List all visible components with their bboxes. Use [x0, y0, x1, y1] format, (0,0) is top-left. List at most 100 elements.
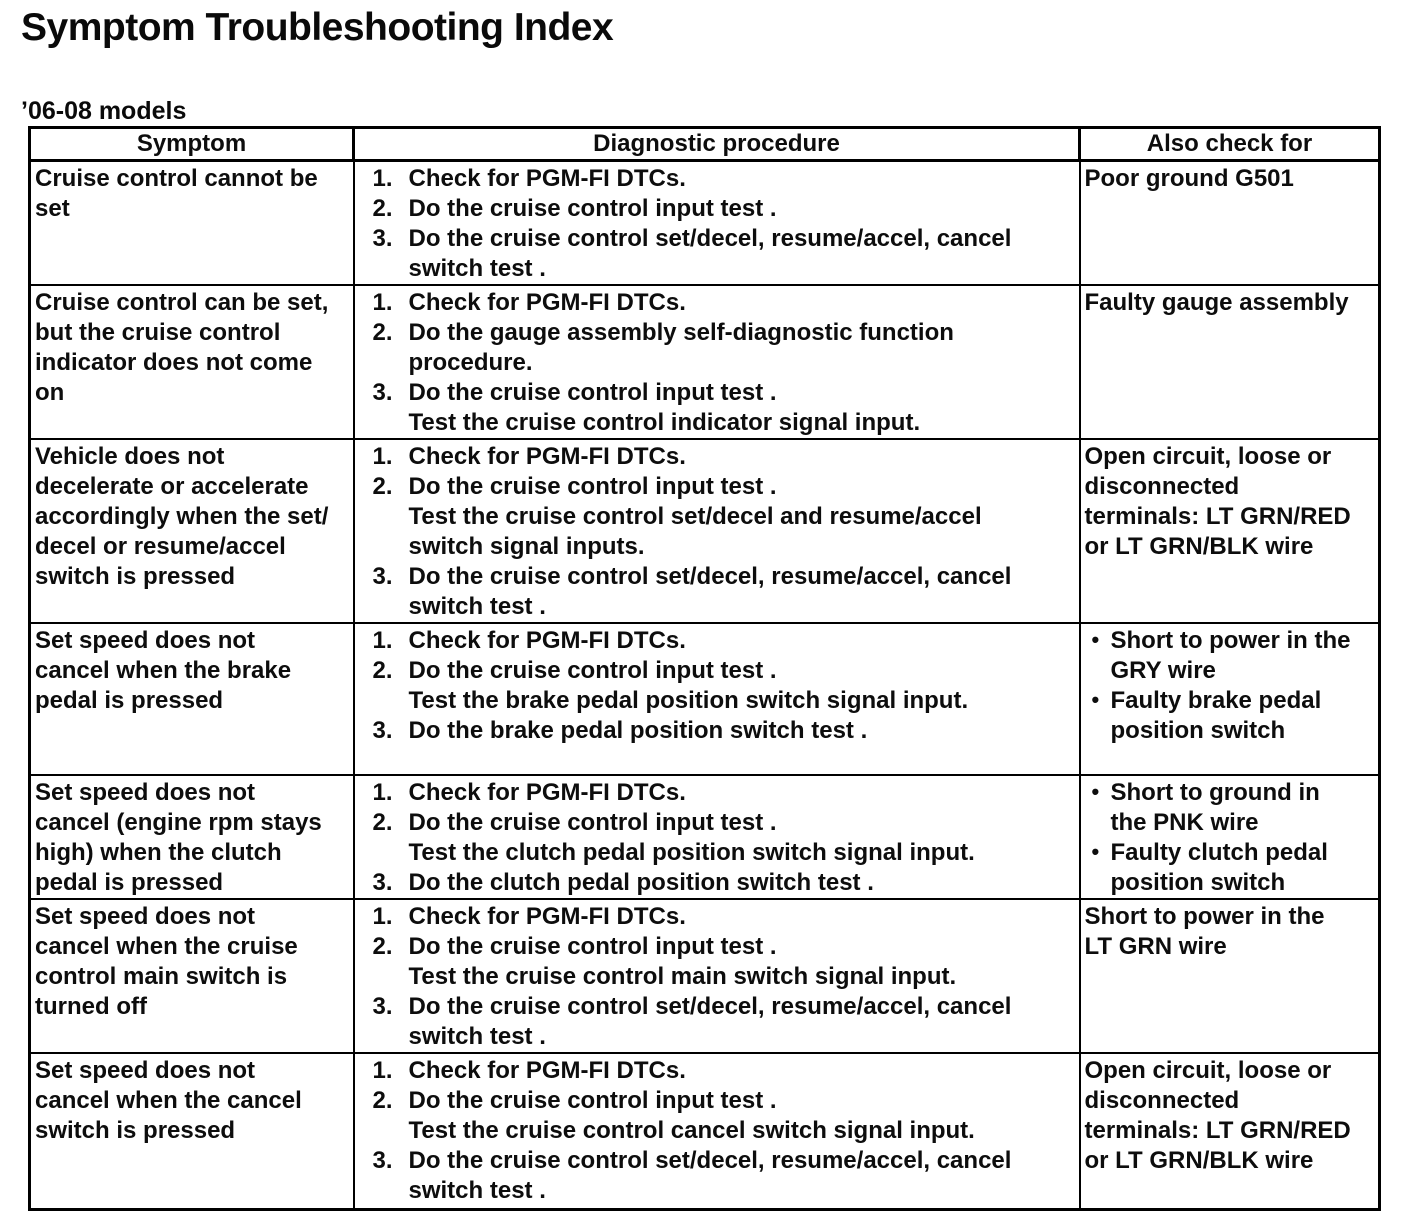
- procedure-step: 2. Do the cruise control input test . Tes…: [359, 1086, 1075, 1146]
- also-check-item: Open circuit, loose or disconnected term…: [1084, 1057, 1351, 1174]
- step-number: 3.: [372, 869, 393, 896]
- step-text: Do the cruise control input test . Test …: [408, 657, 969, 714]
- table-row: Set speed does not cancel when the brake…: [28, 622, 1381, 776]
- symptom-cell: Set speed does not cancel when the brake…: [28, 622, 355, 776]
- symptom-cell: Set speed does not cancel when the cance…: [28, 1052, 355, 1210]
- procedure-step: 3. Do the cruise control set/decel, resum…: [359, 1146, 1075, 1206]
- procedure-step: 2. Do the cruise control input test .: [359, 194, 1075, 224]
- also-check-cell: Short to ground in the PNK wire Faulty c…: [1078, 774, 1381, 900]
- also-check-cell: Poor ground G501: [1078, 159, 1381, 286]
- procedure-step: 3. Do the brake pedal position switch tes…: [359, 716, 1075, 746]
- procedure-step: 3. Do the cruise control set/decel, resum…: [359, 224, 1075, 284]
- symptom-text: Set speed does not cancel when the brake…: [35, 627, 292, 714]
- step-text: Check for PGM-FI DTCs.: [408, 165, 686, 192]
- step-text: Do the cruise control set/decel, resume/…: [408, 225, 1012, 282]
- procedure-step: 1. Check for PGM-FI DTCs.: [359, 778, 1075, 808]
- step-text: Do the cruise control input test . Test …: [408, 933, 957, 990]
- symptom-cell: Cruise control cannot be set: [28, 159, 355, 286]
- procedure-step: 1. Check for PGM-FI DTCs.: [359, 442, 1075, 472]
- step-text: Check for PGM-FI DTCs.: [408, 443, 686, 470]
- step-text: Do the cruise control set/decel, resume/…: [408, 1147, 1012, 1204]
- also-check-cell: Short to power in the LT GRN wire: [1078, 898, 1381, 1054]
- table-row: Vehicle does not decelerate or accelerat…: [28, 438, 1381, 624]
- step-number: 1.: [372, 1057, 393, 1084]
- also-check-item: Faulty gauge assembly: [1084, 289, 1349, 316]
- step-number: 1.: [372, 165, 393, 192]
- procedure-step: 1. Check for PGM-FI DTCs.: [359, 626, 1075, 656]
- step-text: Check for PGM-FI DTCs.: [408, 627, 686, 654]
- step-text: Do the cruise control input test . Test …: [408, 1087, 975, 1144]
- step-number: 2.: [372, 319, 393, 346]
- step-number: 3.: [372, 993, 393, 1020]
- step-number: 1.: [372, 903, 393, 930]
- step-number: 1.: [372, 779, 393, 806]
- also-check-cell: Open circuit, loose or disconnected term…: [1078, 1052, 1381, 1210]
- symptom-text: Set speed does not cancel (engine rpm st…: [35, 779, 322, 896]
- procedure-step: 2. Do the cruise control input test . Tes…: [359, 808, 1075, 868]
- symptom-text: Set speed does not cancel when the cruis…: [35, 903, 298, 1020]
- procedure-step: 1. Check for PGM-FI DTCs.: [359, 1056, 1075, 1086]
- step-text: Do the cruise control input test . Test …: [408, 379, 921, 436]
- also-check-item: Poor ground G501: [1084, 165, 1294, 192]
- procedure-cell: 1. Check for PGM-FI DTCs. 2. Do the cruise…: [352, 1052, 1081, 1210]
- models-label: ’06-08 models: [21, 97, 187, 125]
- step-text: Do the cruise control set/decel, resume/…: [408, 563, 1012, 620]
- also-check-cell: Short to power in the GRY wire Faulty br…: [1078, 622, 1381, 776]
- procedure-step: 2. Do the cruise control input test . Tes…: [359, 656, 1075, 716]
- header-row: Symptom Diagnostic procedure Also check …: [28, 126, 1381, 162]
- procedure-step: 2. Do the cruise control input test . Tes…: [359, 472, 1075, 562]
- procedure-step: 1. Check for PGM-FI DTCs.: [359, 164, 1075, 194]
- step-number: 3.: [372, 563, 393, 590]
- also-check-cell: Faulty gauge assembly: [1078, 284, 1381, 440]
- step-text: Do the cruise control set/decel, resume/…: [408, 993, 1012, 1050]
- step-number: 3.: [372, 1147, 393, 1174]
- procedure-step: 3. Do the cruise control input test . Tes…: [359, 378, 1075, 438]
- step-number: 3.: [372, 379, 393, 406]
- also-check-item: Open circuit, loose or disconnected term…: [1084, 443, 1351, 560]
- step-text: Do the cruise control input test . Test …: [408, 809, 975, 866]
- also-check-item: Short to power in the LT GRN wire: [1084, 903, 1325, 960]
- symptom-text: Set speed does not cancel when the cance…: [35, 1057, 302, 1144]
- troubleshooting-table: Symptom Diagnostic procedure Also check …: [28, 126, 1381, 1211]
- symptom-cell: Vehicle does not decelerate or accelerat…: [28, 438, 355, 624]
- procedure-cell: 1. Check for PGM-FI DTCs. 2. Do the cruise…: [352, 898, 1081, 1054]
- symptom-text: Cruise control can be set, but the cruis…: [35, 289, 329, 406]
- procedure-step: 1. Check for PGM-FI DTCs.: [359, 902, 1075, 932]
- also-check-bullet-item: Faulty brake pedal position switch: [1085, 685, 1375, 746]
- procedure-step: 2. Do the gauge assembly self-diagnostic …: [359, 318, 1075, 378]
- col-header-diagnostic-procedure: Diagnostic procedure: [352, 126, 1081, 162]
- procedure-cell: 1. Check for PGM-FI DTCs. 2. Do the cruise…: [352, 159, 1081, 286]
- procedure-cell: 1. Check for PGM-FI DTCs. 2. Do the cruise…: [352, 622, 1081, 776]
- col-header-symptom: Symptom: [28, 126, 355, 162]
- step-number: 3.: [372, 717, 393, 744]
- symptom-cell: Set speed does not cancel (engine rpm st…: [28, 774, 355, 900]
- symptom-text: Vehicle does not decelerate or accelerat…: [35, 443, 329, 590]
- table-row: Set speed does not cancel when the cance…: [28, 1052, 1381, 1210]
- symptom-cell: Cruise control can be set, but the cruis…: [28, 284, 355, 440]
- step-text: Do the gauge assembly self-diagnostic fu…: [408, 319, 954, 376]
- step-number: 2.: [372, 809, 393, 836]
- step-text: Do the brake pedal position switch test …: [408, 717, 868, 744]
- page-title: Symptom Troubleshooting Index: [21, 6, 614, 49]
- step-number: 2.: [372, 473, 393, 500]
- step-number: 1.: [372, 289, 393, 316]
- also-check-cell: Open circuit, loose or disconnected term…: [1078, 438, 1381, 624]
- table-row: Set speed does not cancel when the cruis…: [28, 898, 1381, 1054]
- procedure-step: 3. Do the clutch pedal position switch te…: [359, 868, 1075, 898]
- also-check-bullet-item: Short to ground in the PNK wire: [1085, 777, 1375, 838]
- also-check-bullet-item: Short to power in the GRY wire: [1085, 625, 1375, 686]
- procedure-step: 1. Check for PGM-FI DTCs.: [359, 288, 1075, 318]
- step-number: 1.: [372, 443, 393, 470]
- step-text: Check for PGM-FI DTCs.: [408, 1057, 686, 1084]
- procedure-cell: 1. Check for PGM-FI DTCs. 2. Do the cruise…: [352, 438, 1081, 624]
- step-text: Check for PGM-FI DTCs.: [408, 779, 686, 806]
- step-text: Do the cruise control input test .: [408, 195, 777, 222]
- also-check-bullet-item: Faulty clutch pedal position switch: [1085, 837, 1375, 898]
- procedure-cell: 1. Check for PGM-FI DTCs. 2. Do the cruise…: [352, 774, 1081, 900]
- procedure-cell: 1. Check for PGM-FI DTCs. 2. Do the gauge …: [352, 284, 1081, 440]
- step-text: Do the clutch pedal position switch test…: [408, 869, 874, 896]
- step-number: 2.: [372, 1087, 393, 1114]
- step-number: 2.: [372, 195, 393, 222]
- step-number: 2.: [372, 933, 393, 960]
